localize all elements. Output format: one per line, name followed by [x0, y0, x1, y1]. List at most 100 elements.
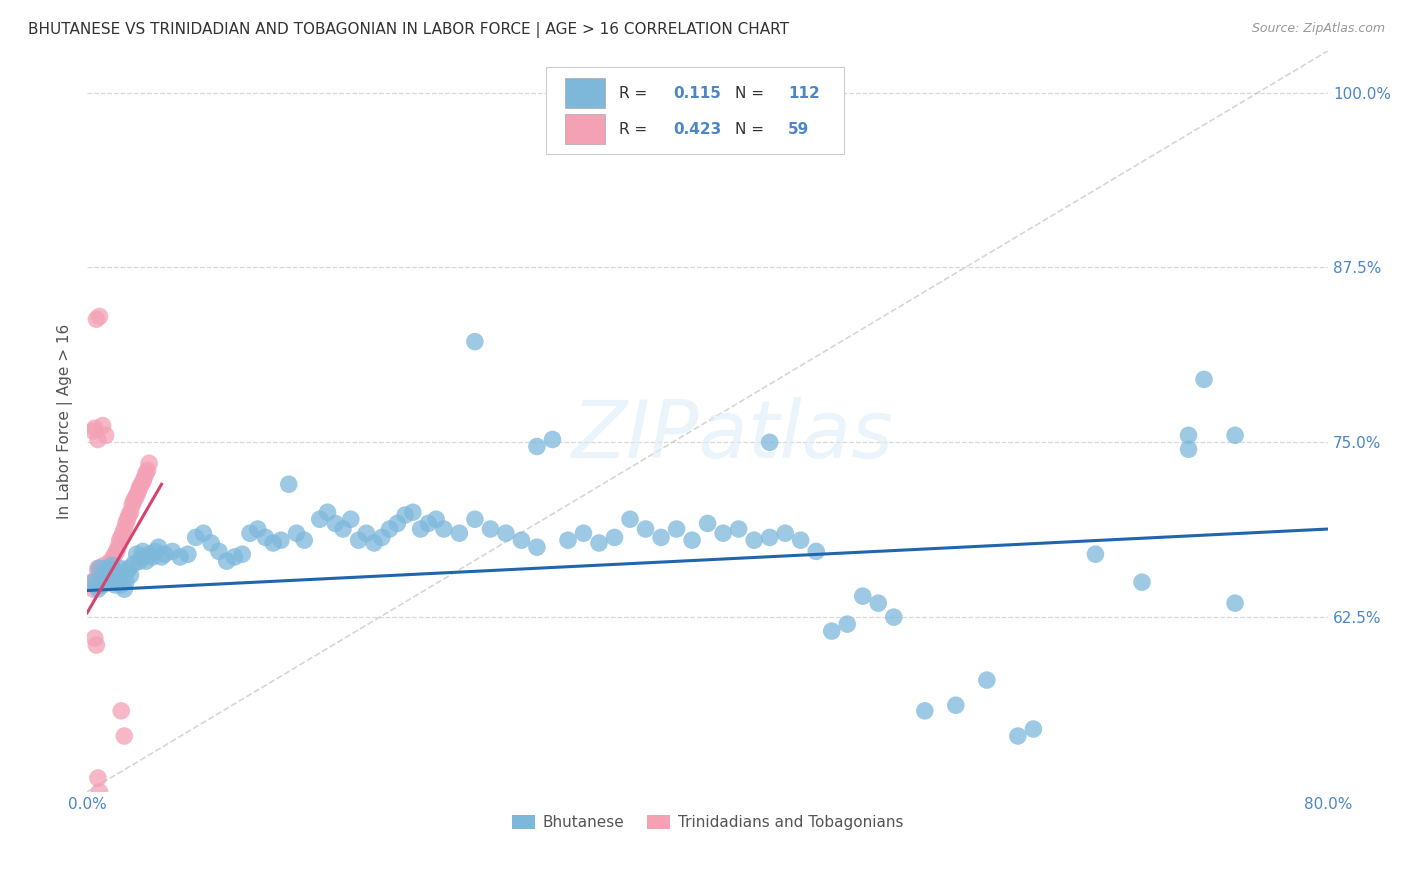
Point: [103, 549, 125, 564]
Point: [87, 433, 110, 447]
Point: [135, 466, 157, 480]
Point: [837, 617, 859, 632]
Point: [1022, 722, 1045, 736]
Point: [132, 475, 155, 489]
Point: [162, 544, 184, 558]
Point: [98, 554, 121, 568]
Point: [89, 785, 111, 799]
Point: [262, 536, 284, 550]
Point: [1223, 428, 1246, 442]
Text: R =: R =: [620, 121, 658, 136]
Point: [97, 561, 120, 575]
Point: [94, 428, 117, 442]
Point: [80, 575, 103, 590]
Point: [107, 571, 129, 585]
Point: [87, 582, 110, 596]
Point: [557, 533, 579, 548]
Point: [394, 508, 416, 522]
Point: [87, 771, 110, 785]
Point: [110, 578, 132, 592]
Point: [101, 561, 124, 575]
Point: [976, 673, 998, 687]
Point: [101, 558, 124, 573]
Point: [1223, 596, 1246, 610]
Point: [184, 530, 207, 544]
Point: [138, 547, 160, 561]
Point: [128, 554, 150, 568]
Point: [104, 578, 127, 592]
Point: [449, 526, 471, 541]
Point: [89, 561, 111, 575]
Point: [1177, 428, 1199, 442]
Point: [711, 526, 734, 541]
Point: [97, 564, 120, 578]
Point: [541, 433, 564, 447]
Point: [91, 564, 114, 578]
Point: [104, 547, 127, 561]
Point: [425, 512, 447, 526]
FancyBboxPatch shape: [565, 78, 605, 108]
Point: [883, 610, 905, 624]
Point: [108, 561, 131, 575]
Point: [103, 568, 125, 582]
Point: [86, 638, 108, 652]
Point: [363, 536, 385, 550]
Point: [231, 547, 253, 561]
Point: [118, 561, 141, 575]
Point: [323, 516, 346, 531]
Point: [117, 512, 139, 526]
Point: [86, 573, 108, 587]
Point: [292, 533, 315, 548]
Text: N =: N =: [735, 121, 769, 136]
Point: [153, 547, 176, 561]
Text: N =: N =: [735, 86, 769, 101]
Point: [433, 522, 456, 536]
Point: [1192, 372, 1215, 386]
Point: [82, 582, 104, 596]
Point: [89, 568, 111, 582]
Text: 112: 112: [789, 86, 820, 101]
Point: [285, 526, 308, 541]
Point: [603, 530, 626, 544]
Point: [101, 558, 124, 573]
Point: [572, 526, 595, 541]
Point: [128, 480, 150, 494]
Point: [96, 568, 118, 582]
Point: [96, 561, 118, 575]
Point: [821, 624, 844, 639]
Point: [98, 564, 121, 578]
FancyBboxPatch shape: [547, 67, 844, 154]
Point: [110, 704, 132, 718]
Point: [120, 568, 142, 582]
Point: [131, 477, 153, 491]
Point: [131, 549, 153, 564]
Point: [852, 589, 875, 603]
Point: [148, 540, 170, 554]
Point: [115, 516, 138, 531]
Point: [588, 536, 610, 550]
Text: R =: R =: [620, 86, 658, 101]
Point: [98, 564, 121, 578]
Point: [239, 526, 262, 541]
Text: 0.423: 0.423: [673, 121, 721, 136]
Point: [91, 568, 114, 582]
Point: [115, 575, 138, 590]
Point: [681, 533, 703, 548]
Point: [108, 533, 131, 548]
Point: [277, 477, 299, 491]
Text: BHUTANESE VS TRINIDADIAN AND TOBAGONIAN IN LABOR FORCE | AGE > 16 CORRELATION CH: BHUTANESE VS TRINIDADIAN AND TOBAGONIAN …: [28, 22, 789, 38]
Point: [105, 544, 128, 558]
Point: [1130, 575, 1153, 590]
Point: [371, 530, 394, 544]
Point: [87, 561, 110, 575]
Point: [347, 533, 370, 548]
Point: [112, 522, 135, 536]
Point: [356, 526, 378, 541]
Point: [806, 544, 828, 558]
Point: [91, 575, 114, 590]
Point: [418, 516, 440, 531]
Point: [1007, 729, 1029, 743]
Point: [83, 421, 105, 435]
Point: [402, 505, 425, 519]
Point: [510, 533, 533, 548]
